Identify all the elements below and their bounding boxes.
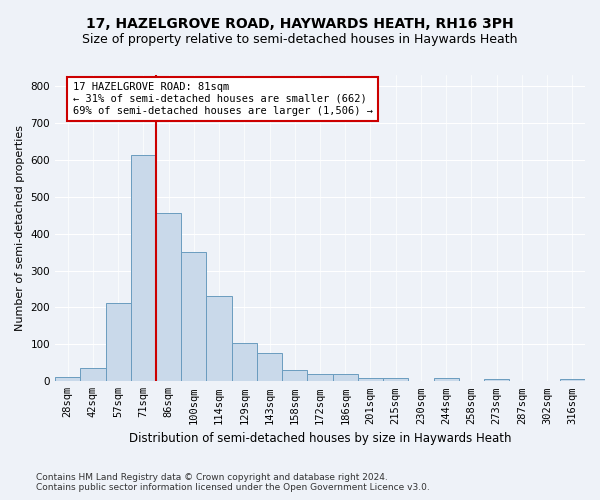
Bar [131,156,156,382]
Bar [181,252,206,382]
Bar [257,352,282,382]
X-axis label: Distribution of semi-detached houses by size in Haywards Heath: Distribution of semi-detached houses by … [129,432,511,445]
Bar [307,374,332,382]
Text: Contains HM Land Registry data © Crown copyright and database right 2024.: Contains HM Land Registry data © Crown c… [36,472,388,482]
Bar [484,380,509,382]
Text: Size of property relative to semi-detached houses in Haywards Heath: Size of property relative to semi-detach… [82,32,518,46]
Text: 17, HAZELGROVE ROAD, HAYWARDS HEATH, RH16 3PH: 17, HAZELGROVE ROAD, HAYWARDS HEATH, RH1… [86,18,514,32]
Bar [358,378,383,382]
Bar [206,296,232,382]
Text: Contains public sector information licensed under the Open Government Licence v3: Contains public sector information licen… [36,482,430,492]
Bar [434,378,459,382]
Bar [156,213,181,382]
Text: 17 HAZELGROVE ROAD: 81sqm
← 31% of semi-detached houses are smaller (662)
69% of: 17 HAZELGROVE ROAD: 81sqm ← 31% of semi-… [73,82,373,116]
Bar [560,380,585,382]
Bar [282,370,307,382]
Bar [232,342,257,382]
Bar [80,368,106,382]
Y-axis label: Number of semi-detached properties: Number of semi-detached properties [15,125,25,331]
Bar [332,374,358,382]
Bar [383,378,409,382]
Bar [55,376,80,382]
Bar [106,302,131,382]
